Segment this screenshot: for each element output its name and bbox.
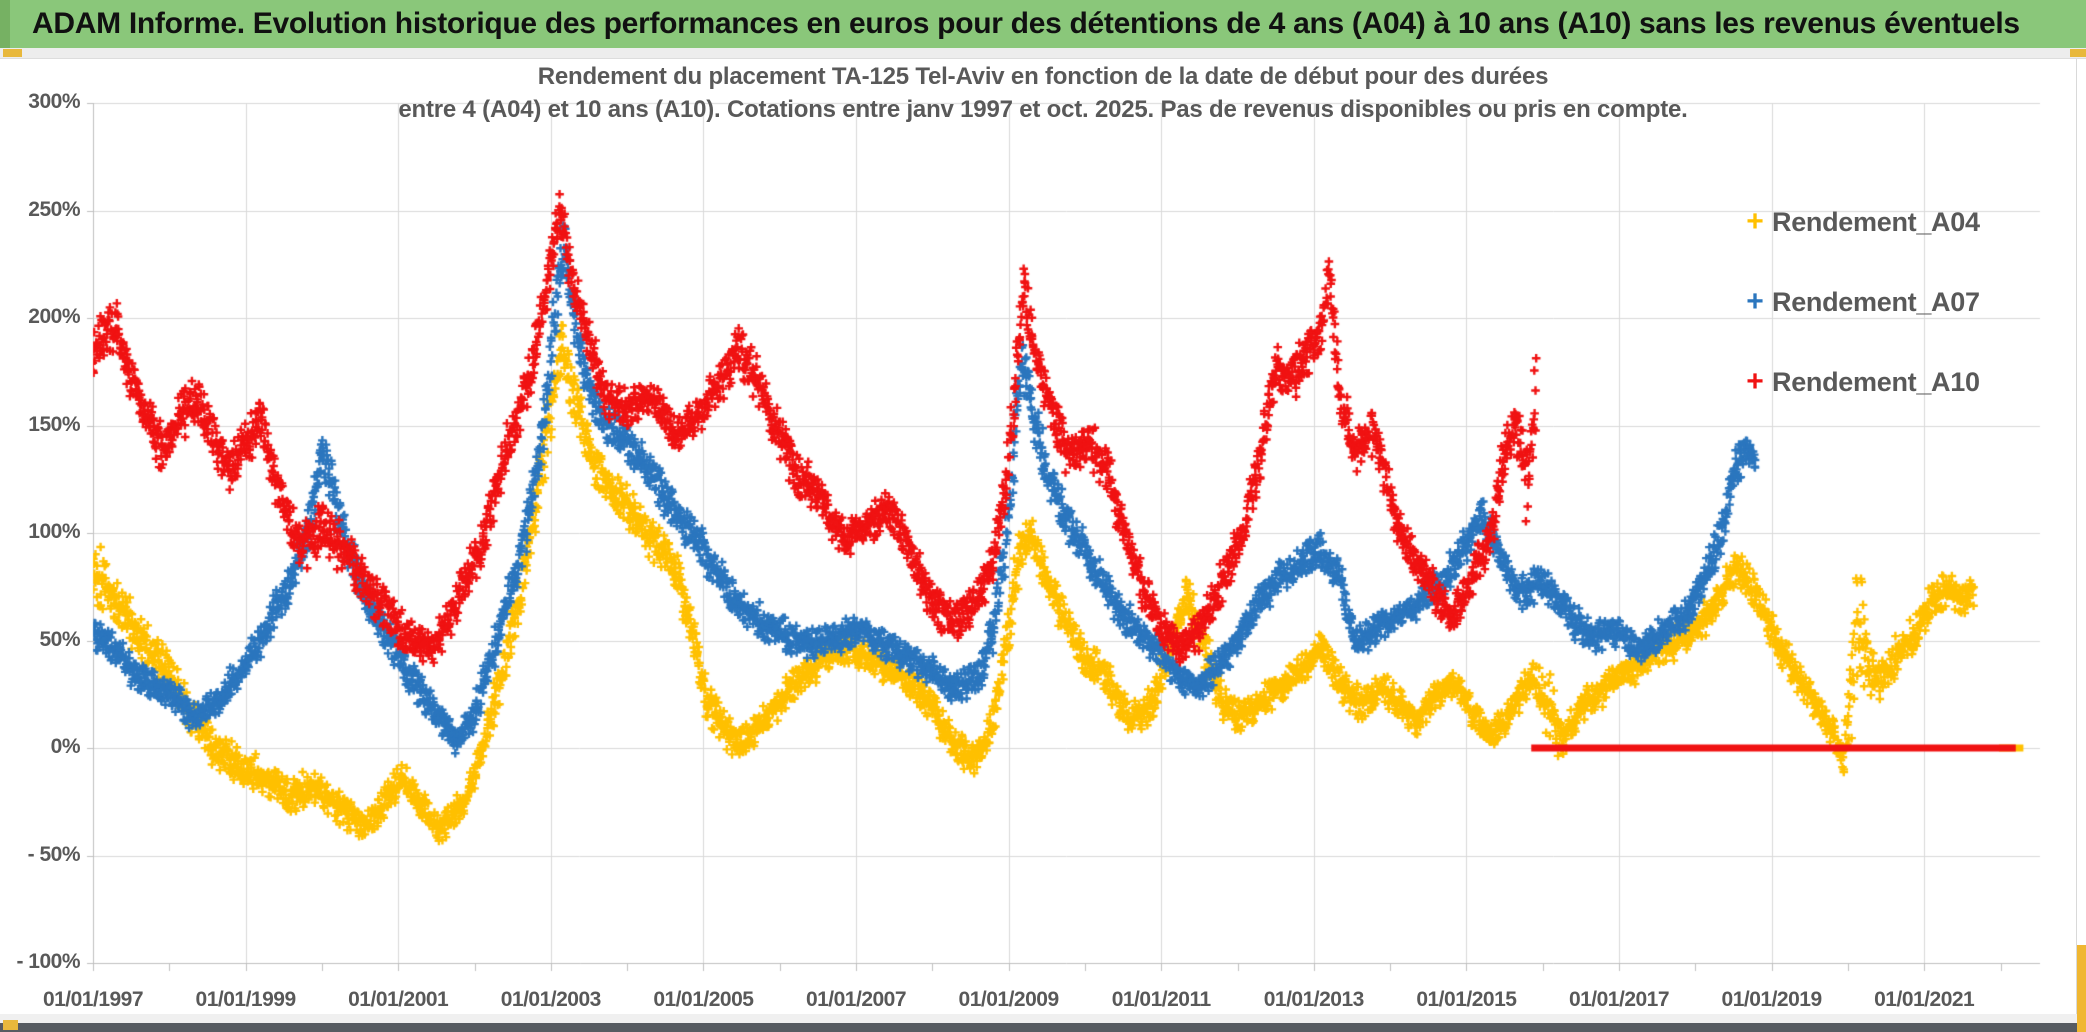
x-tick-label: 01/01/1997 [42, 988, 144, 1011]
plus-marker-icon: + [1746, 285, 1764, 318]
selection-artifact-top-right [2070, 49, 2086, 57]
plus-marker-icon: + [1746, 365, 1764, 398]
x-tick-label: 01/01/2009 [958, 988, 1060, 1011]
selection-artifact-right [2077, 945, 2086, 1032]
x-tick-label: 01/01/2015 [1416, 988, 1517, 1011]
y-tick-label: 250% [28, 197, 80, 221]
y-tick-label: 200% [28, 305, 80, 328]
y-tick-label: 50% [39, 627, 80, 651]
legend-item-a07[interactable]: + Rendement_A07 [1738, 276, 2038, 328]
chart-title: Rendement du placement TA-125 Tel-Aviv e… [0, 60, 2086, 126]
x-tick-label: 01/01/2011 [1111, 988, 1211, 1011]
y-tick-label: - 50% [27, 842, 81, 866]
legend-label-a07: Rendement_A07 [1772, 286, 1980, 317]
selection-artifact-bottom-left [3, 1020, 18, 1030]
x-tick-label: 01/01/2001 [348, 988, 449, 1011]
chart-title-line1: Rendement du placement TA-125 Tel-Aviv e… [537, 63, 1549, 90]
chart-legend: + Rendement_A04 + Rendement_A07 + Rendem… [1738, 196, 2038, 436]
legend-item-a04[interactable]: + Rendement_A04 [1738, 196, 2038, 248]
y-tick-label: 100% [28, 520, 80, 543]
plus-marker-icon: + [1746, 205, 1764, 238]
y-tick-label: 0% [50, 735, 81, 758]
x-tick-label: 01/01/2007 [805, 988, 907, 1011]
selection-artifact-top-left [3, 49, 22, 57]
bottom-light-strip [0, 1014, 2086, 1023]
x-tick-label: 01/01/2019 [1721, 988, 1823, 1011]
bottom-dark-strip [0, 1023, 2086, 1032]
header-under-strip [0, 48, 2086, 59]
header-title: ADAM Informe. Evolution historique des p… [32, 7, 2020, 40]
y-tick-label: 300% [28, 90, 80, 113]
x-tick-label: 01/01/1999 [195, 988, 297, 1011]
chart-title-line2: entre 4 (A04) et 10 ans (A10). Cotations… [398, 96, 1688, 123]
x-tick-label: 01/01/2005 [653, 988, 754, 1011]
header-bar: ADAM Informe. Evolution historique des p… [0, 0, 2086, 48]
x-tick-label: 01/01/2021 [1874, 988, 1975, 1011]
y-tick-label: 150% [28, 412, 80, 436]
legend-label-a04: Rendement_A04 [1772, 206, 1980, 237]
x-tick-label: 01/01/2017 [1568, 988, 1670, 1011]
chart-object-border [2076, 58, 2077, 1014]
y-tick-label: - 100% [16, 950, 80, 973]
legend-label-a10: Rendement_A10 [1772, 366, 1980, 397]
x-tick-label: 01/01/2013 [1263, 988, 1365, 1011]
x-tick-label: 01/01/2003 [500, 988, 602, 1011]
legend-item-a10[interactable]: + Rendement_A10 [1738, 356, 2038, 408]
